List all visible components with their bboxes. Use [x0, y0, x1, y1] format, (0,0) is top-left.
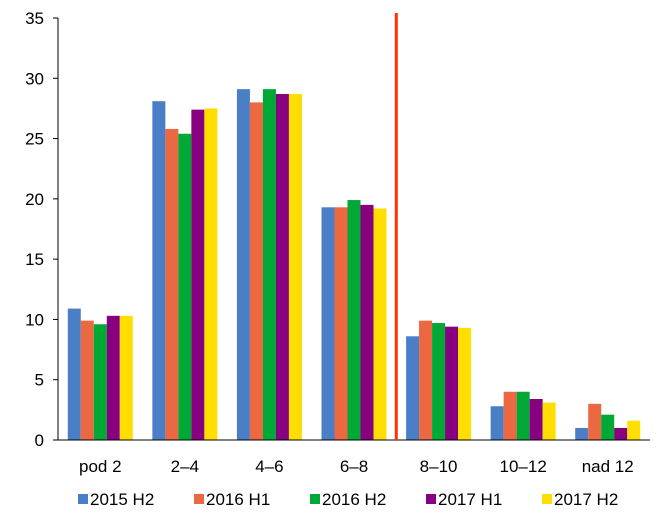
x-tick-label: nad 12 — [582, 457, 634, 476]
legend-swatch — [426, 494, 436, 504]
bar — [93, 324, 107, 440]
bar — [347, 200, 361, 440]
bar — [503, 391, 517, 440]
x-tick-label: 6–8 — [340, 457, 368, 476]
y-tick-label: 5 — [35, 371, 44, 390]
bar — [178, 133, 192, 440]
bar — [458, 327, 472, 440]
y-tick-label: 30 — [25, 69, 44, 88]
y-tick-label: 0 — [35, 431, 44, 450]
bar — [542, 402, 556, 440]
bar — [406, 336, 420, 440]
y-tick-label: 25 — [25, 130, 44, 149]
bar — [419, 320, 433, 440]
bar — [373, 208, 387, 440]
bar — [529, 399, 543, 440]
y-axis-ticks: 0 5 10 15 20 25 30 35 — [25, 9, 58, 450]
legend-label: 2016 H2 — [322, 490, 386, 509]
bar — [432, 323, 446, 440]
bar — [152, 101, 166, 441]
bar — [516, 391, 530, 440]
bar — [575, 427, 589, 440]
bar — [334, 207, 348, 440]
legend-label: 2016 H1 — [206, 490, 270, 509]
x-axis-labels: pod 2 2–4 4–6 6–8 8–10 10–12 nad 12 — [79, 457, 634, 476]
legend-label: 2017 H2 — [554, 490, 618, 509]
y-tick-label: 20 — [25, 190, 44, 209]
x-tick-label: pod 2 — [79, 457, 122, 476]
bar — [627, 420, 641, 440]
bars — [67, 89, 641, 441]
bar — [249, 102, 263, 441]
legend-label: 2017 H1 — [438, 490, 502, 509]
y-tick-label: 10 — [25, 310, 44, 329]
bar — [67, 308, 81, 440]
bar — [80, 320, 94, 440]
bar — [601, 414, 615, 440]
x-tick-label: 10–12 — [500, 457, 547, 476]
x-tick-label: 4–6 — [255, 457, 283, 476]
bar — [360, 204, 374, 440]
bar — [106, 315, 120, 440]
bar — [445, 326, 459, 440]
legend-swatch — [194, 494, 204, 504]
bar — [119, 315, 133, 440]
bar — [262, 89, 276, 440]
legend: 2015 H2 2016 H1 2016 H2 2017 H1 2017 H2 — [78, 490, 618, 509]
legend-swatch — [78, 494, 88, 504]
y-tick-label: 15 — [25, 250, 44, 269]
bar — [236, 89, 250, 440]
bar — [614, 427, 628, 440]
bar — [204, 108, 218, 440]
bar — [321, 207, 335, 440]
bar — [191, 109, 205, 441]
bar — [588, 403, 602, 440]
legend-swatch — [310, 494, 320, 504]
y-tick-label: 35 — [25, 9, 44, 28]
legend-swatch — [542, 494, 552, 504]
bar — [165, 128, 179, 440]
legend-label: 2015 H2 — [90, 490, 154, 509]
bar — [275, 93, 289, 441]
x-tick-label: 8–10 — [420, 457, 458, 476]
bar — [490, 406, 504, 440]
x-tick-label: 2–4 — [171, 457, 199, 476]
bar — [288, 93, 302, 441]
